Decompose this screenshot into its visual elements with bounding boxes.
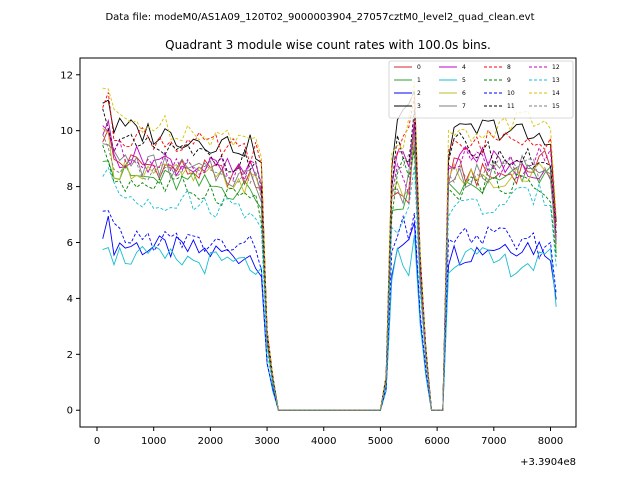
y-axis: 0 2 4 6 8 10 12 bbox=[60, 70, 80, 417]
x-tick-label: 5000 bbox=[368, 436, 393, 447]
chart-title: Quadrant 3 module wise count rates with … bbox=[165, 38, 491, 52]
x-tick-label: 2000 bbox=[198, 436, 223, 447]
plot-area bbox=[79, 57, 577, 428]
y-tick-label: 6 bbox=[67, 238, 73, 249]
legend-label: 2 bbox=[417, 90, 421, 97]
x-tick-label: 0 bbox=[94, 436, 100, 447]
y-tick-label: 4 bbox=[67, 294, 73, 305]
x-tick-label: 7000 bbox=[481, 436, 506, 447]
legend-label: 12 bbox=[552, 64, 560, 71]
legend-label: 15 bbox=[552, 103, 560, 110]
legend-label: 7 bbox=[462, 103, 466, 110]
legend-label: 3 bbox=[417, 103, 421, 110]
x-tick-label: 1000 bbox=[141, 436, 166, 447]
legend-label: 5 bbox=[462, 77, 466, 84]
series-line-13 bbox=[102, 165, 557, 411]
y-tick-label: 2 bbox=[67, 350, 73, 361]
legend-label: 11 bbox=[507, 103, 515, 110]
legend-label: 14 bbox=[552, 90, 560, 97]
legend-label: 0 bbox=[417, 64, 421, 71]
legend-label: 10 bbox=[507, 90, 515, 97]
series-line-10 bbox=[102, 210, 557, 411]
x-tick-label: 6000 bbox=[424, 436, 449, 447]
series-layer bbox=[102, 81, 557, 411]
legend-label: 9 bbox=[507, 77, 511, 84]
y-tick-label: 0 bbox=[67, 406, 73, 417]
x-tick-label: 8000 bbox=[538, 436, 563, 447]
legend-label: 1 bbox=[417, 77, 421, 84]
x-tick-label: 3000 bbox=[254, 436, 279, 447]
legend-label: 13 bbox=[552, 77, 560, 84]
series-line-12 bbox=[102, 119, 557, 411]
y-tick-label: 8 bbox=[67, 182, 73, 193]
legend-label: 8 bbox=[507, 64, 511, 71]
y-tick-label: 10 bbox=[60, 126, 73, 137]
x-tick-label: 4000 bbox=[311, 436, 336, 447]
legend-frame bbox=[388, 60, 574, 119]
legend-label: 4 bbox=[462, 64, 466, 71]
legend-label: 6 bbox=[462, 90, 466, 97]
series-line-14 bbox=[102, 81, 557, 411]
y-tick-label: 12 bbox=[60, 70, 73, 81]
figure-suptitle: Data file: modeM0/AS1A09_120T02_90000039… bbox=[105, 12, 534, 23]
x-offset-label: +3.3904e8 bbox=[520, 457, 576, 468]
series-line-15 bbox=[102, 131, 557, 411]
x-axis: 0 1000 2000 3000 4000 5000 6000 7000 8000 bbox=[94, 427, 563, 447]
